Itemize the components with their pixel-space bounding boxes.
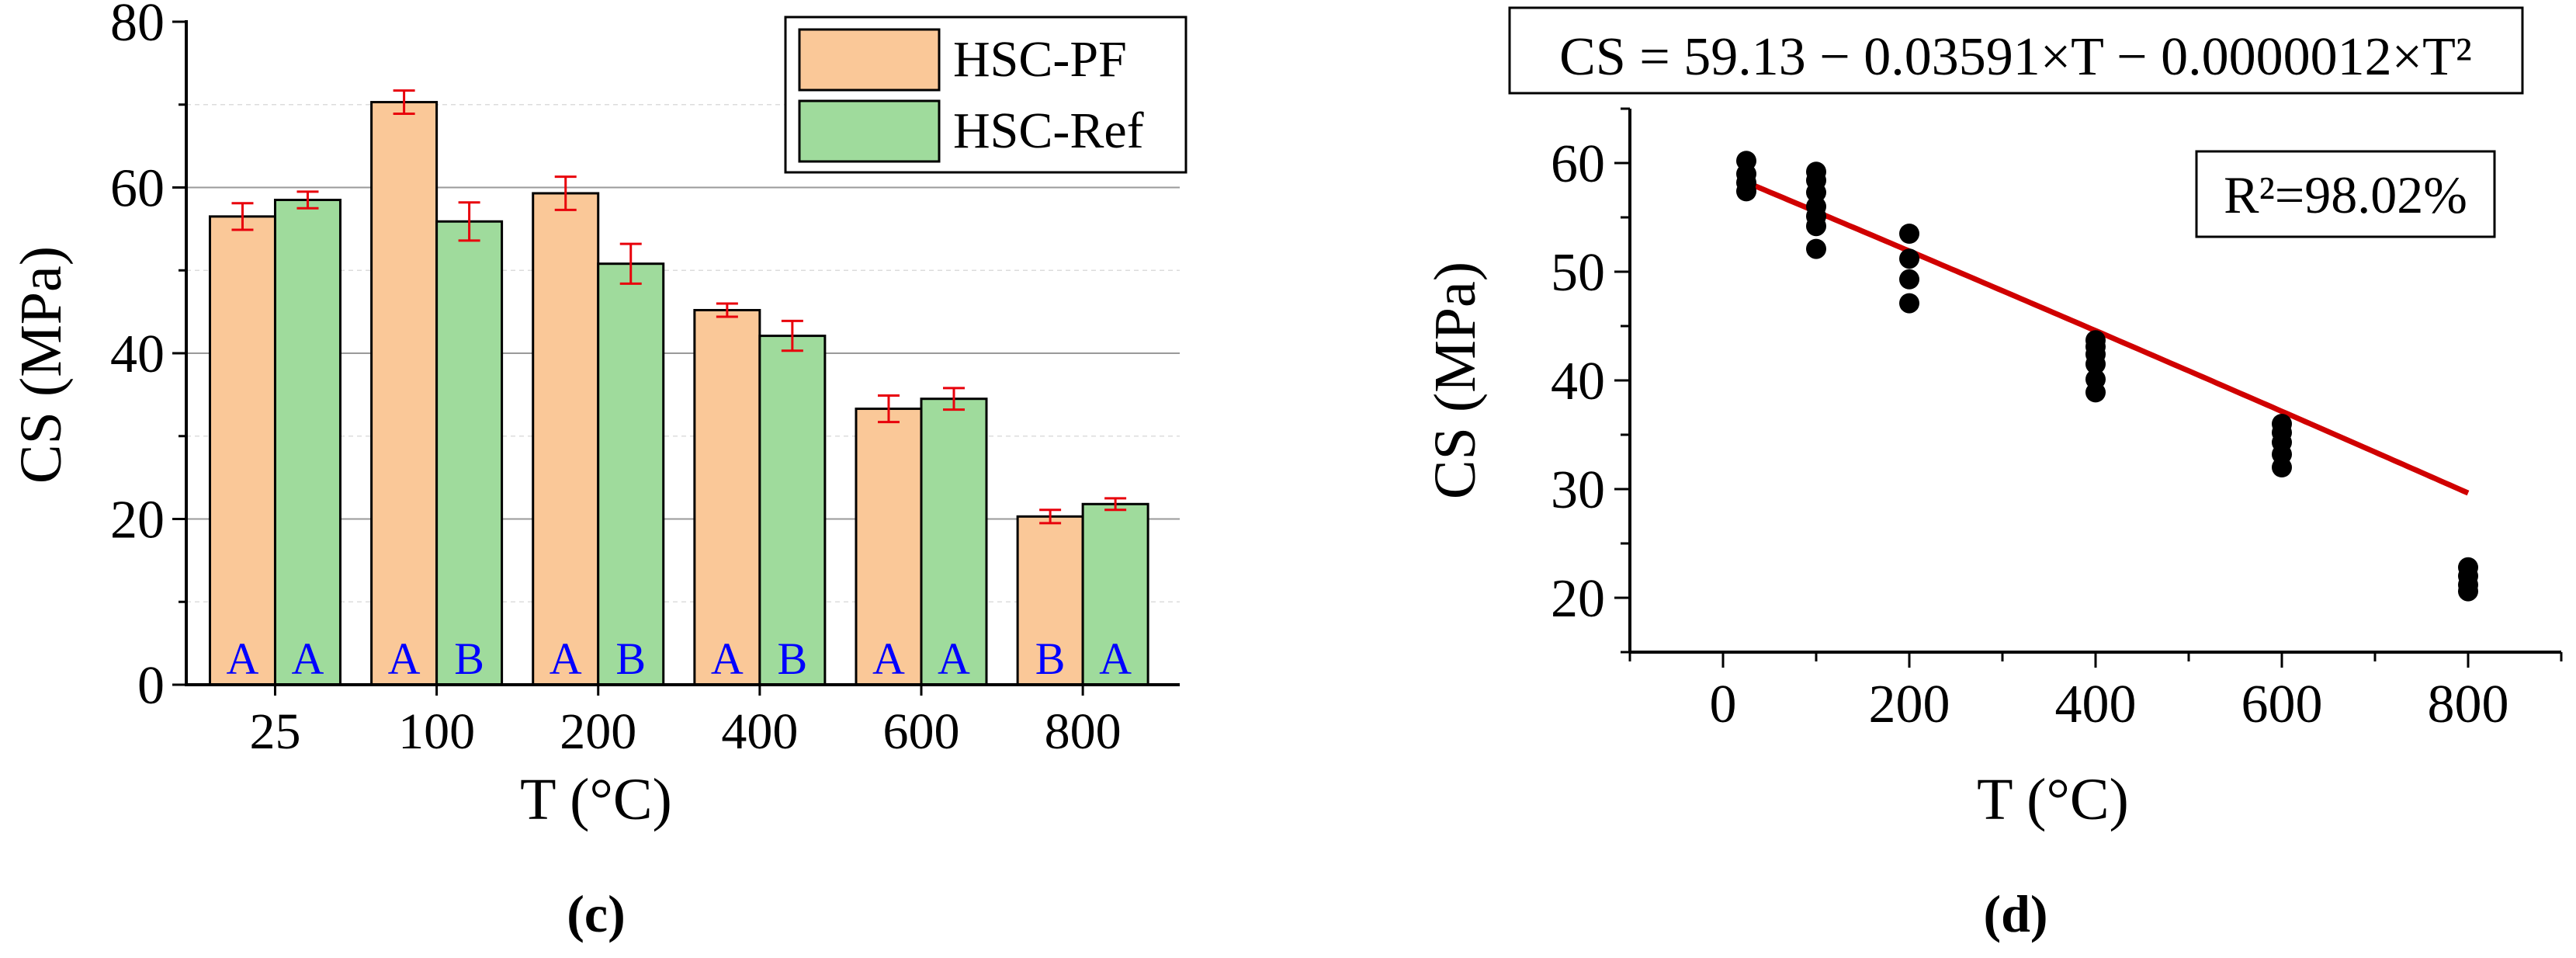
y-tick-label: 60 xyxy=(1551,134,1605,194)
x-tick-label: 600 xyxy=(882,703,959,760)
significance-letter: A xyxy=(1099,633,1132,684)
bar-legend: HSC-PF HSC-Ref xyxy=(784,16,1187,174)
equation-box xyxy=(1508,6,2524,95)
y-tick-label: 20 xyxy=(110,491,165,550)
data-point xyxy=(2458,557,2478,578)
x-tick-label: 200 xyxy=(560,703,636,760)
r-squared-box xyxy=(2195,150,2496,238)
y-tick-label: 60 xyxy=(110,159,165,219)
scatter-y-axis-label: CS (MPa) xyxy=(1423,262,1488,499)
data-point xyxy=(2272,414,2292,434)
panel-label-d: (d) xyxy=(1983,884,2047,943)
y-tick-label: 30 xyxy=(1551,460,1605,520)
bar xyxy=(273,199,342,686)
data-point xyxy=(1899,224,1919,244)
scatter-chart-panel: CS = 59.13 − 0.03591×T − 0.0000012×T² 0 2… xyxy=(1423,6,2563,943)
y-tick-label: 40 xyxy=(1551,352,1605,411)
data-point xyxy=(1806,161,1826,182)
x-tick-label: 600 xyxy=(2241,675,2323,734)
x-tick-label: 0 xyxy=(1710,675,1737,734)
error-bars xyxy=(231,89,1127,525)
fit-line xyxy=(1745,179,2470,496)
scatter-axes xyxy=(1614,107,2563,668)
scatter-tick-labels: 0 200 400 600 800 20 30 40 50 60 xyxy=(1551,134,2509,734)
data-point xyxy=(1736,151,1756,172)
x-tick-label: 25 xyxy=(249,703,300,760)
data-point xyxy=(1899,269,1919,290)
x-tick-label: 100 xyxy=(398,703,475,760)
bar xyxy=(855,408,923,686)
significance-letter: B xyxy=(615,633,646,684)
panel-label-c: (c) xyxy=(567,884,625,943)
bar xyxy=(532,192,600,686)
bar xyxy=(758,335,827,686)
bar-y-axis-label: CS (MPa) xyxy=(9,246,74,484)
y-tick-label: 20 xyxy=(1551,569,1605,629)
scatter-x-axis-label: T (°C) xyxy=(1977,767,2129,832)
significance-letter: A xyxy=(872,633,905,684)
x-tick-label: 200 xyxy=(1869,675,1950,734)
bar-axes xyxy=(172,20,1180,696)
y-tick-label: 40 xyxy=(110,325,165,384)
y-tick-label: 0 xyxy=(137,656,165,716)
significance-letter: B xyxy=(778,633,808,684)
bar-grid xyxy=(186,104,1180,602)
significance-letter: A xyxy=(292,633,324,684)
y-tick-label: 50 xyxy=(1551,243,1605,303)
data-point xyxy=(1899,248,1919,269)
legend-label: HSC-Ref xyxy=(953,102,1144,159)
x-tick-label: 400 xyxy=(721,703,798,760)
bar-tick-labels: 25 100 200 400 600 800 0 20 40 60 80 xyxy=(110,0,1122,760)
significance-letter: A xyxy=(711,633,744,684)
x-tick-label: 400 xyxy=(2055,675,2137,734)
significance-letter: A xyxy=(388,633,421,684)
x-tick-label: 800 xyxy=(2428,675,2509,734)
bar xyxy=(370,101,439,686)
significance-letter: A xyxy=(938,633,970,684)
legend-swatch xyxy=(798,99,941,163)
data-point xyxy=(1899,293,1919,314)
scatter-points xyxy=(1736,151,2478,602)
equation-title: CS = 59.13 − 0.03591×T − 0.0000012×T² xyxy=(1559,27,2472,87)
bar-series xyxy=(208,101,1149,686)
r-squared-annotation: R²=98.02% xyxy=(2224,165,2467,224)
data-point xyxy=(2085,369,2106,390)
y-tick-label: 80 xyxy=(110,0,165,53)
significance-letter: A xyxy=(550,633,582,684)
legend-swatch xyxy=(798,28,941,92)
legend-label: HSC-PF xyxy=(953,31,1127,88)
data-point xyxy=(2085,330,2106,351)
significance-letter: B xyxy=(1035,633,1066,684)
bar xyxy=(693,308,761,686)
bar xyxy=(208,215,276,686)
significance-letter: B xyxy=(454,633,484,684)
data-point xyxy=(1806,238,1826,259)
significance-letter: A xyxy=(227,633,259,684)
bar-x-axis-label: T (°C) xyxy=(520,767,672,832)
bar xyxy=(597,262,665,686)
x-tick-label: 800 xyxy=(1045,703,1122,760)
data-point xyxy=(1806,196,1826,217)
bar xyxy=(435,220,504,686)
